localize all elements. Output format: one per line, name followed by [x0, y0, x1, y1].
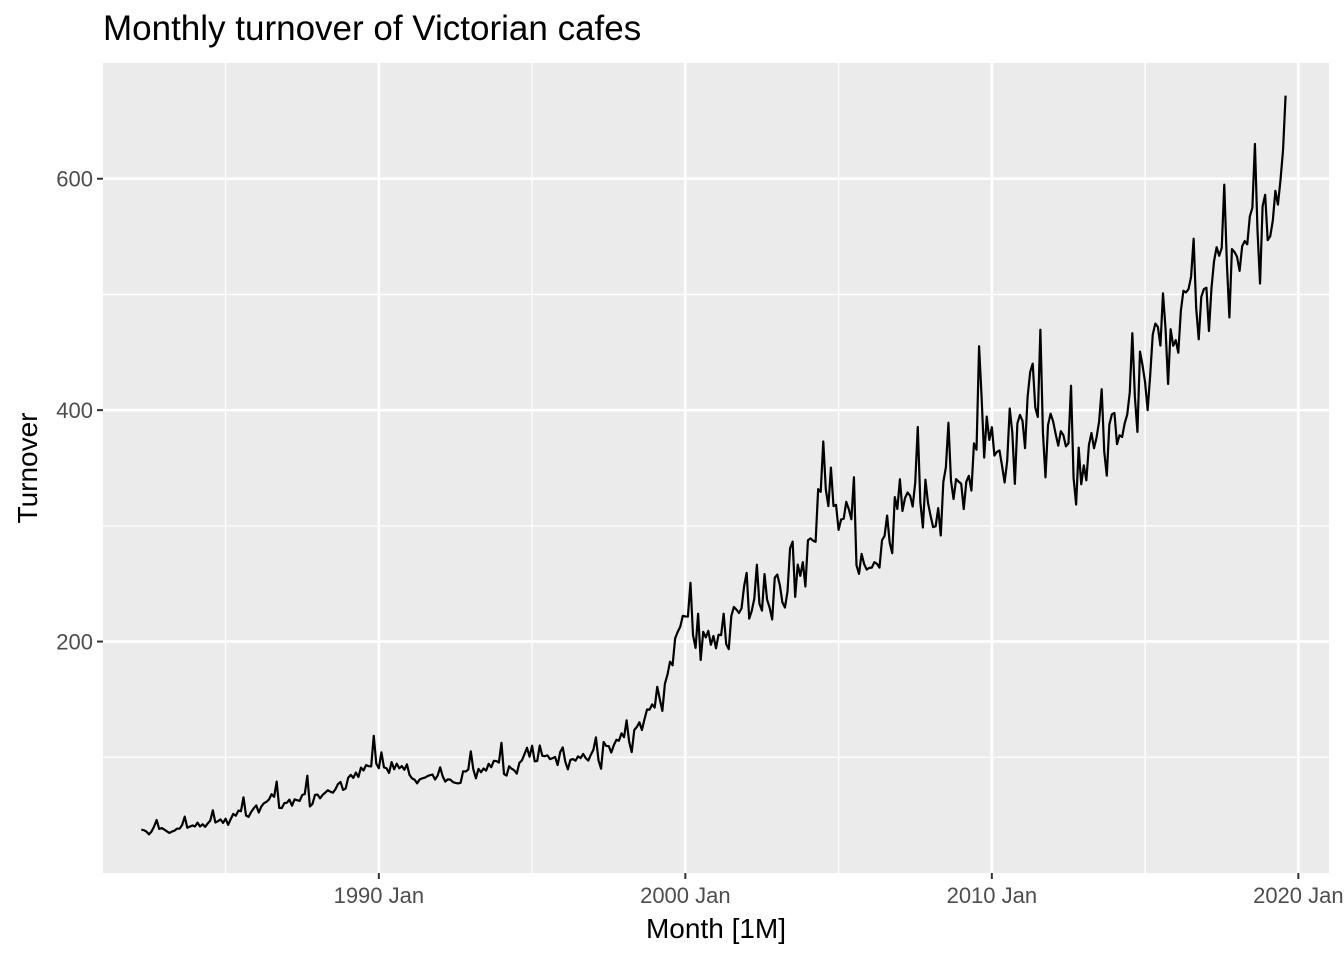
- y-axis: 200 400 600: [56, 167, 103, 655]
- x-tick-label: 1990 Jan: [334, 883, 425, 908]
- series-layer: [141, 95, 1287, 836]
- series-line: [141, 95, 1287, 836]
- minor-gridlines: [103, 63, 1329, 873]
- x-tick-label: 2000 Jan: [640, 883, 731, 908]
- y-tick-label: 400: [56, 398, 93, 423]
- y-tick-label: 600: [56, 167, 93, 192]
- x-axis-title: Month [1M]: [646, 913, 786, 944]
- x-tick-label: 2010 Jan: [947, 883, 1038, 908]
- x-tick-label: 2020 Jan: [1253, 883, 1344, 908]
- y-axis-title: Turnover: [12, 412, 43, 523]
- plot-panel: [103, 63, 1329, 873]
- chart-title: Monthly turnover of Victorian cafes: [103, 9, 641, 48]
- major-gridlines: [103, 63, 1329, 873]
- x-axis: 1990 Jan 2000 Jan 2010 Jan 2020 Jan: [334, 873, 1344, 908]
- y-tick-label: 200: [56, 630, 93, 655]
